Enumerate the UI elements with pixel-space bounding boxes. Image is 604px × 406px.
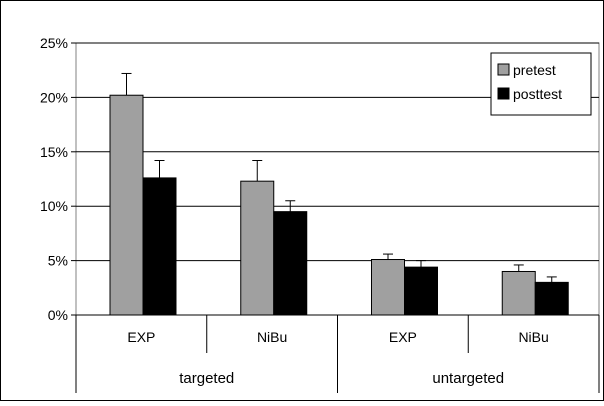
- x-category-label: EXP: [389, 329, 417, 345]
- bar-pretest: [501, 270, 536, 316]
- legend-swatch-posttest: [497, 87, 510, 100]
- x-group-label: targeted: [179, 370, 234, 387]
- legend-box: [490, 52, 592, 116]
- bar-posttest: [142, 177, 177, 316]
- y-tick-label: 25%: [40, 35, 68, 51]
- bar-posttest: [404, 266, 438, 316]
- legend-swatch-pretest: [497, 63, 510, 76]
- bar-pretest: [240, 180, 275, 316]
- bar-pretest: [371, 259, 405, 316]
- y-tick-label: 0%: [48, 307, 68, 323]
- bar-posttest: [273, 211, 308, 316]
- legend-label-pretest: pretest: [513, 62, 556, 78]
- x-category-label: NiBu: [257, 329, 287, 345]
- y-tick-label: 15%: [40, 144, 68, 160]
- y-tick-label: 20%: [40, 89, 68, 105]
- bars: [109, 72, 569, 316]
- y-tick-label: 10%: [40, 198, 68, 214]
- y-tick-label: 5%: [48, 253, 68, 269]
- legend: pretest posttest: [490, 52, 592, 116]
- x-category-label: NiBu: [518, 329, 548, 345]
- legend-label-posttest: posttest: [513, 86, 562, 102]
- bar-pretest: [109, 94, 144, 316]
- bar-posttest: [534, 281, 569, 316]
- x-group-label: untargeted: [432, 370, 504, 387]
- axes: 0% 5% 10% 15% 20% 25% EXP NiBu EXP NiBu targeted un…: [40, 35, 600, 393]
- x-category-label: EXP: [127, 329, 155, 345]
